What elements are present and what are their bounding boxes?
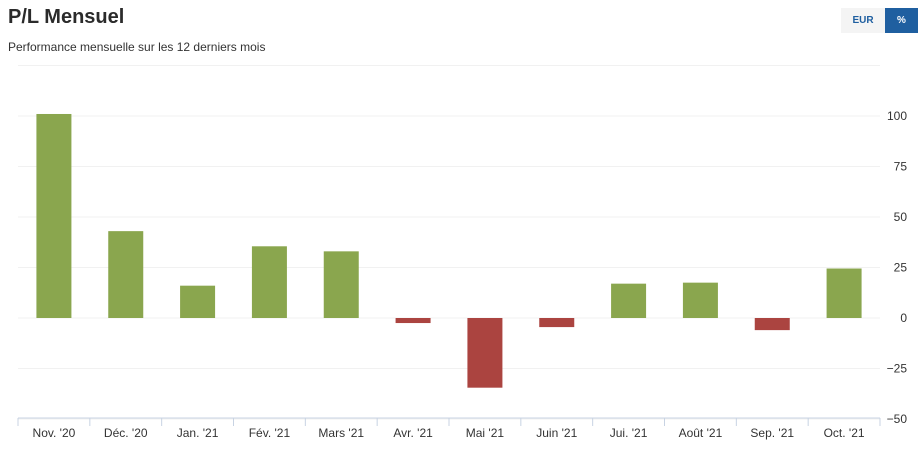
bar-3[interactable] — [251, 246, 287, 318]
x-tick-label: Juin '21 — [536, 426, 577, 440]
y-tick-label: 50 — [894, 210, 908, 224]
bar-2[interactable] — [180, 285, 216, 318]
bar-9[interactable] — [682, 282, 718, 318]
bar-5[interactable] — [395, 318, 431, 324]
y-tick-label: −50 — [887, 412, 908, 426]
bar-4[interactable] — [323, 251, 359, 318]
x-tick-label: Sep. '21 — [750, 426, 794, 440]
x-tick-label: Fév. '21 — [249, 426, 291, 440]
bar-6[interactable] — [467, 318, 503, 388]
x-tick-label: Jui. '21 — [610, 426, 648, 440]
bar-1[interactable] — [108, 231, 144, 318]
y-tick-label: 75 — [894, 160, 908, 174]
y-tick-label: 0 — [900, 311, 907, 325]
x-tick-label: Déc. '20 — [104, 426, 148, 440]
y-tick-label: 25 — [894, 261, 908, 275]
chart-title: P/L Mensuel — [8, 6, 125, 28]
x-tick-label: Oct. '21 — [824, 426, 865, 440]
eur-toggle-button[interactable]: EUR — [841, 8, 885, 33]
bar-7[interactable] — [539, 318, 575, 328]
x-tick-label: Jan. '21 — [177, 426, 219, 440]
bar-11[interactable] — [826, 268, 862, 318]
bar-10[interactable] — [754, 318, 790, 331]
x-tick-label: Mars '21 — [318, 426, 364, 440]
y-tick-label: −25 — [887, 362, 908, 376]
x-tick-label: Mai '21 — [466, 426, 505, 440]
x-tick-label: Nov. '20 — [33, 426, 76, 440]
x-tick-label: Août '21 — [679, 426, 723, 440]
bars — [36, 113, 862, 388]
gridlines — [18, 65, 880, 420]
chart-subtitle: Performance mensuelle sur les 12 dernier… — [8, 40, 266, 54]
unit-toggle: EUR % — [841, 8, 918, 33]
bar-0[interactable] — [36, 113, 72, 318]
x-axis-ticks: Nov. '20 Déc. '20 Jan. '21 Fév. '21 Mars '21… — [33, 426, 865, 440]
bar-8[interactable] — [611, 283, 647, 318]
y-tick-label: 100 — [887, 109, 907, 123]
y-axis-ticks: 100 75 50 25 0 −25 −50 — [887, 109, 908, 426]
x-axis — [17, 417, 881, 426]
percent-toggle-button[interactable]: % — [885, 8, 918, 33]
x-tick-label: Avr. '21 — [393, 426, 433, 440]
